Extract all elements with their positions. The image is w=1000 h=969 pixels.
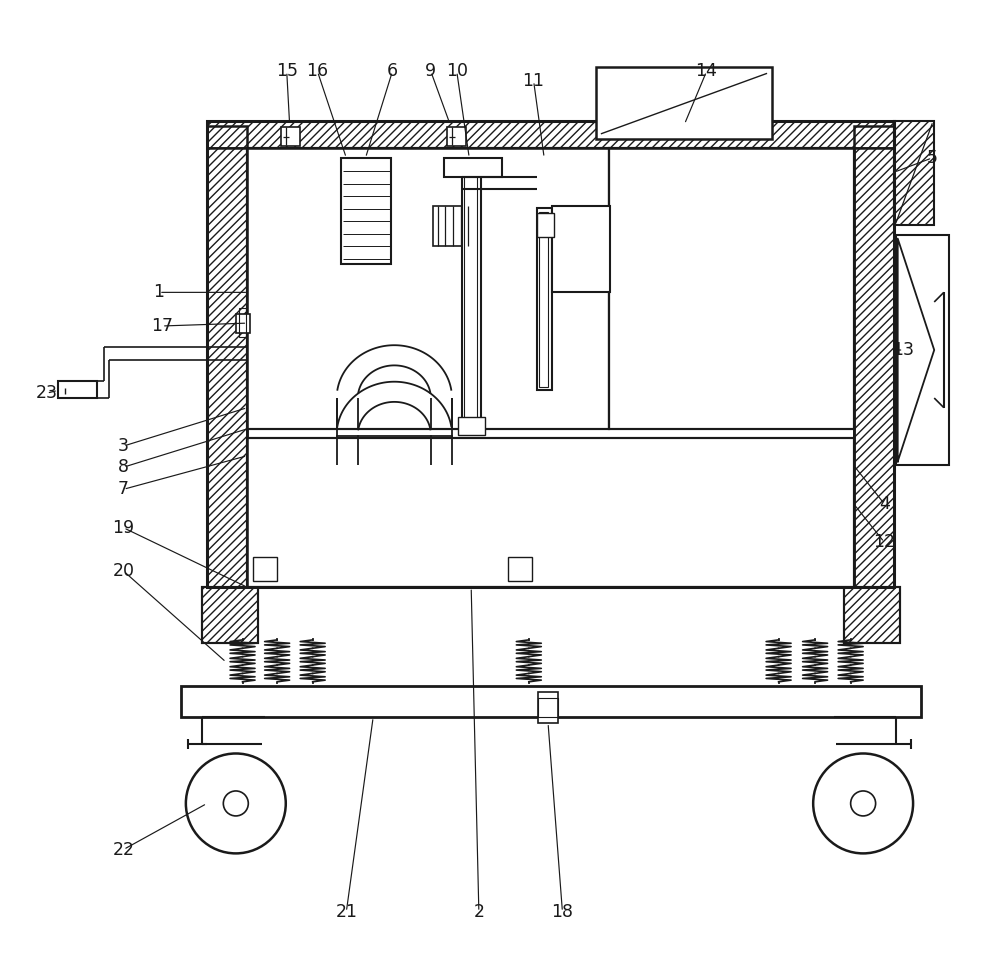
Bar — [844, 587, 900, 643]
Bar — [207, 126, 247, 587]
Bar — [247, 438, 854, 587]
Bar — [458, 418, 485, 434]
Text: 12: 12 — [873, 533, 895, 551]
Bar — [538, 698, 558, 717]
Bar — [464, 173, 477, 425]
Bar — [247, 148, 854, 587]
Text: 4: 4 — [879, 495, 890, 513]
Bar — [894, 121, 934, 225]
Text: 7: 7 — [118, 481, 129, 498]
Bar — [202, 587, 258, 643]
Bar — [854, 126, 894, 587]
Bar — [538, 692, 558, 723]
Text: 10: 10 — [446, 62, 468, 80]
Text: 8: 8 — [118, 458, 129, 476]
Bar — [207, 121, 894, 148]
Polygon shape — [898, 238, 934, 461]
Bar — [894, 121, 934, 225]
Bar — [202, 587, 258, 643]
Text: 14: 14 — [696, 62, 717, 80]
Text: 17: 17 — [151, 317, 173, 335]
Bar — [281, 127, 300, 146]
Bar — [539, 211, 548, 387]
Text: 6: 6 — [387, 62, 398, 80]
Bar — [596, 67, 772, 139]
Bar — [207, 126, 247, 587]
Bar — [239, 308, 246, 336]
Bar — [609, 148, 854, 428]
Text: 18: 18 — [551, 903, 573, 921]
Text: 5: 5 — [927, 149, 938, 167]
Text: 16: 16 — [306, 62, 329, 80]
Bar — [247, 148, 854, 587]
Text: 19: 19 — [112, 518, 134, 537]
Bar — [444, 158, 502, 177]
Bar — [854, 126, 894, 587]
Bar — [447, 127, 466, 146]
Bar — [844, 587, 900, 643]
Bar — [896, 234, 949, 465]
Bar — [341, 158, 391, 264]
Bar — [58, 381, 97, 398]
Bar — [207, 121, 894, 148]
Bar — [537, 207, 552, 391]
Text: 23: 23 — [36, 385, 58, 402]
Bar — [247, 148, 609, 428]
Text: 13: 13 — [892, 341, 914, 359]
Text: 20: 20 — [112, 562, 134, 580]
Bar — [207, 121, 894, 587]
Bar — [181, 686, 921, 717]
Text: 15: 15 — [276, 62, 298, 80]
Text: 21: 21 — [335, 903, 357, 921]
Bar — [433, 205, 479, 246]
Bar — [609, 148, 854, 428]
Bar — [552, 205, 610, 293]
Text: 22: 22 — [112, 840, 134, 859]
Bar — [537, 212, 554, 236]
Text: 2: 2 — [473, 903, 484, 921]
Text: 1: 1 — [153, 283, 164, 301]
Bar — [247, 148, 609, 428]
Text: 9: 9 — [425, 62, 436, 80]
Bar — [253, 556, 277, 580]
Bar — [236, 314, 250, 332]
Bar — [462, 170, 481, 428]
Bar — [247, 438, 854, 587]
Bar — [508, 556, 532, 580]
Text: 11: 11 — [523, 72, 545, 90]
Text: 3: 3 — [118, 437, 129, 455]
